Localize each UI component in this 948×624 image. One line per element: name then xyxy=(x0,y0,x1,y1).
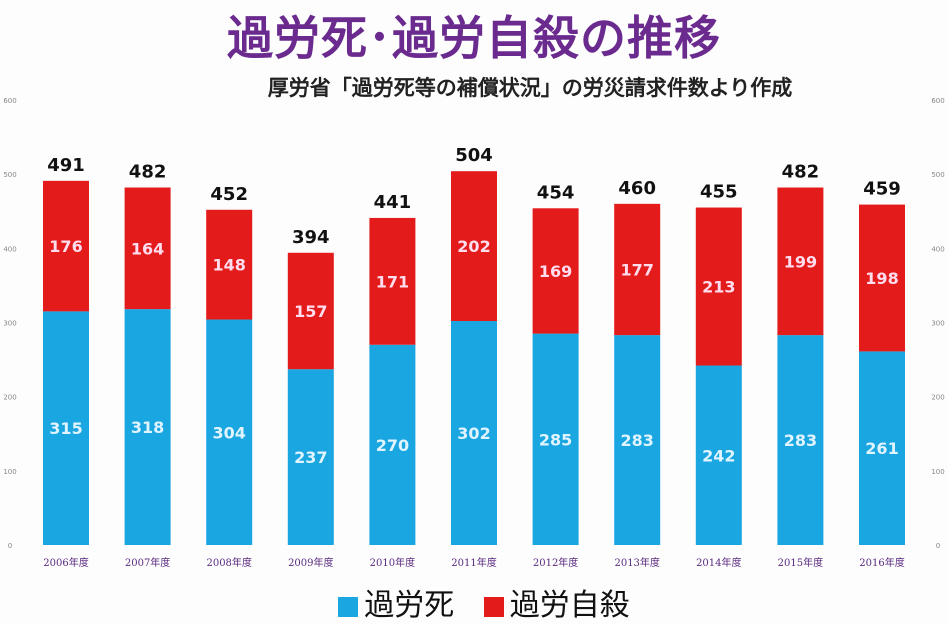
y-tick-label-right: 0 xyxy=(936,542,940,550)
data-label: 198 xyxy=(865,269,898,288)
data-label: 171 xyxy=(376,272,409,291)
data-label: 176 xyxy=(49,237,82,256)
x-tick-label: 2007年度 xyxy=(125,556,170,569)
y-tick-label-left: 0 xyxy=(8,542,12,550)
y-tick-label-right: 200 xyxy=(931,394,944,402)
bar-karoshi xyxy=(287,369,334,545)
data-label: 315 xyxy=(49,419,82,438)
data-label: 199 xyxy=(784,252,817,271)
chart-subtitle: 厚労省「過労死等の補償状況」の労災請求件数より作成 xyxy=(267,76,793,100)
x-tick-label: 2012年度 xyxy=(533,556,578,569)
y-tick-label-right: 500 xyxy=(931,171,944,179)
data-label: 304 xyxy=(212,423,245,442)
data-label: 261 xyxy=(865,439,898,458)
y-tick-label-left: 300 xyxy=(3,320,16,328)
legend: 過労死 過労自殺 xyxy=(0,580,948,624)
legend-label-karoshi: 過労死 xyxy=(364,588,455,623)
bar-karojisatsu xyxy=(695,207,742,366)
bar-karojisatsu xyxy=(369,217,416,345)
bar-karojisatsu xyxy=(859,204,905,352)
total-label: 454 xyxy=(537,182,575,203)
y-tick-label-right: 600 xyxy=(931,97,944,105)
bar-karojisatsu xyxy=(614,203,661,336)
y-tick-label-right: 300 xyxy=(931,320,944,328)
bar-karoshi xyxy=(614,335,661,545)
bar-karojisatsu xyxy=(206,209,253,320)
bar-karojisatsu xyxy=(124,187,171,310)
data-label: 242 xyxy=(702,446,735,465)
data-label: 237 xyxy=(294,448,327,467)
total-label: 441 xyxy=(374,192,412,213)
legend-swatch-karoshi xyxy=(338,596,359,617)
data-label: 213 xyxy=(702,278,735,297)
x-tick-label: 2011年度 xyxy=(451,556,496,569)
data-label: 283 xyxy=(620,431,653,450)
bar-karoshi xyxy=(695,365,742,545)
bar-karoshi xyxy=(369,344,416,545)
x-tick-label: 2010年度 xyxy=(370,556,415,569)
total-label: 455 xyxy=(700,182,738,203)
x-tick-label: 2015年度 xyxy=(778,556,823,569)
data-label: 148 xyxy=(212,256,245,275)
bar-karojisatsu xyxy=(43,180,89,312)
data-label: 202 xyxy=(457,237,490,256)
data-label: 177 xyxy=(620,260,653,279)
y-tick-label-left: 500 xyxy=(3,171,16,179)
data-label: 169 xyxy=(539,262,572,281)
bar-karojisatsu xyxy=(287,252,334,370)
legend-swatch-karojisatsu xyxy=(483,596,504,617)
bar-karoshi xyxy=(43,311,89,545)
bar-karojisatsu xyxy=(532,208,579,334)
y-tick-label-left: 600 xyxy=(3,97,16,105)
bar-karoshi xyxy=(124,309,171,545)
x-tick-label: 2014年度 xyxy=(696,556,741,569)
y-tick-label-right: 400 xyxy=(931,245,944,253)
bar-karoshi xyxy=(206,319,253,545)
data-label: 164 xyxy=(131,239,164,258)
chart-title: 過労死･過労自殺の推移 xyxy=(227,11,721,65)
total-label: 491 xyxy=(47,155,85,176)
bar-karojisatsu xyxy=(451,171,497,322)
bar-karoshi xyxy=(777,335,824,545)
bar-karoshi xyxy=(532,333,579,545)
y-tick-label-right: 100 xyxy=(931,468,944,476)
data-label: 302 xyxy=(457,424,490,443)
data-label: 283 xyxy=(784,431,817,450)
x-tick-label: 2016年度 xyxy=(859,556,904,569)
x-tick-label: 2008年度 xyxy=(206,556,251,569)
x-tick-label: 2009年度 xyxy=(288,556,333,569)
legend-label-karojisatsu: 過労自殺 xyxy=(509,588,630,623)
data-label: 270 xyxy=(376,436,409,455)
bar-karoshi xyxy=(451,321,497,545)
data-label: 318 xyxy=(131,418,164,437)
total-label: 452 xyxy=(210,184,248,205)
y-tick-label-left: 200 xyxy=(3,394,16,402)
x-tick-label: 2013年度 xyxy=(614,556,659,569)
bar-karoshi xyxy=(859,351,905,545)
total-label: 459 xyxy=(863,179,901,200)
y-tick-label-left: 400 xyxy=(3,245,16,253)
total-label: 482 xyxy=(782,162,820,183)
y-tick-label-left: 100 xyxy=(3,468,16,476)
data-label: 285 xyxy=(539,430,572,449)
data-label: 157 xyxy=(294,302,327,321)
x-tick-label: 2006年度 xyxy=(43,556,88,569)
total-label: 482 xyxy=(129,162,167,183)
total-label: 394 xyxy=(292,227,330,248)
bar-karojisatsu xyxy=(777,187,824,336)
total-label: 460 xyxy=(618,178,656,199)
total-label: 504 xyxy=(455,145,493,166)
